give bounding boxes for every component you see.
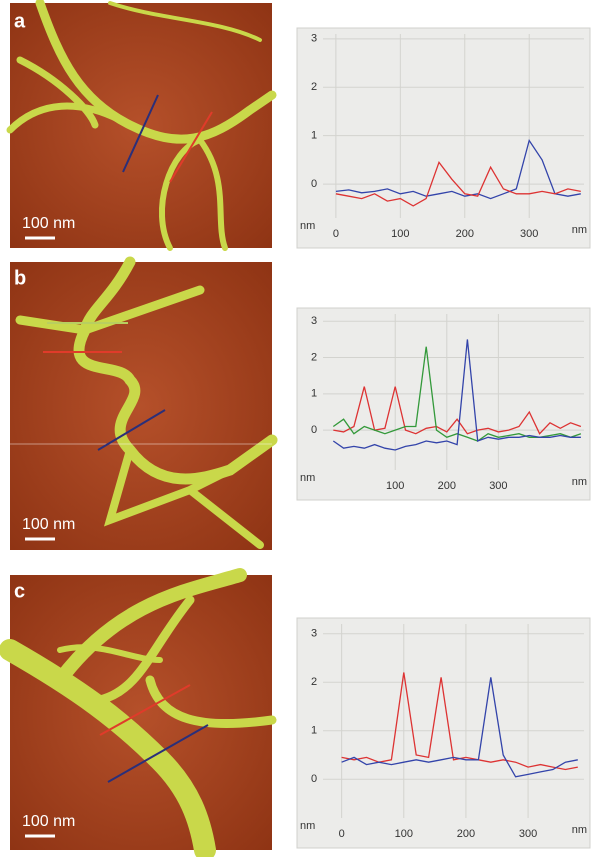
scale-bar-label: 100 nm xyxy=(22,215,75,232)
panel-label: b xyxy=(14,267,26,289)
y-tick-label: 1 xyxy=(311,130,317,142)
afm-image xyxy=(10,262,272,550)
x-axis-label: nm xyxy=(572,224,587,236)
x-tick-label: 200 xyxy=(438,480,456,492)
x-tick-label: 300 xyxy=(519,828,537,840)
x-tick-label: 200 xyxy=(457,828,475,840)
x-tick-label: 100 xyxy=(395,828,413,840)
y-axis-label: nm xyxy=(300,472,315,484)
x-tick-label: 300 xyxy=(520,228,538,240)
x-tick-label: 300 xyxy=(489,480,507,492)
panel-label: c xyxy=(14,580,25,602)
plot-background xyxy=(297,308,590,500)
y-tick-label: 2 xyxy=(311,676,317,688)
page: {"chart_data": [ {"type": "line", "panel… xyxy=(0,0,594,857)
x-tick-label: 100 xyxy=(391,228,409,240)
scale-bar-label: 100 nm xyxy=(22,516,75,533)
y-tick-label: 3 xyxy=(311,315,317,327)
x-tick-label: 0 xyxy=(339,828,345,840)
x-tick-label: 200 xyxy=(456,228,474,240)
y-axis-label: nm xyxy=(300,820,315,832)
scale-bar-label: 100 nm xyxy=(22,813,75,830)
y-axis-label: nm xyxy=(300,220,315,232)
y-tick-label: 3 xyxy=(311,628,317,640)
figure: a 100 nm b 100 nm c 100 nm 0123010020030… xyxy=(0,0,594,857)
plot-background xyxy=(297,28,590,248)
x-tick-label: 0 xyxy=(333,228,339,240)
y-tick-label: 0 xyxy=(311,773,317,785)
y-tick-label: 3 xyxy=(311,33,317,45)
x-axis-label: nm xyxy=(572,476,587,488)
y-tick-label: 0 xyxy=(311,178,317,190)
afm-image xyxy=(10,575,272,850)
plot-background xyxy=(297,618,590,848)
y-tick-label: 2 xyxy=(311,351,317,363)
y-tick-label: 2 xyxy=(311,81,317,93)
y-tick-label: 1 xyxy=(311,725,317,737)
y-tick-label: 1 xyxy=(311,388,317,400)
panel-label: a xyxy=(14,10,26,32)
x-tick-label: 100 xyxy=(386,480,404,492)
y-tick-label: 0 xyxy=(311,424,317,436)
afm-image xyxy=(10,3,272,248)
x-axis-label: nm xyxy=(572,824,587,836)
